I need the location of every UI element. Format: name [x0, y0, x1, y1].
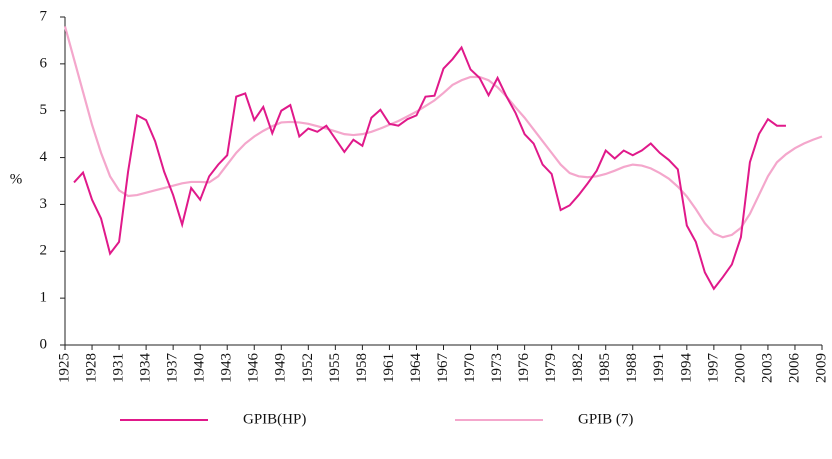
x-tick-label: 1943	[219, 353, 235, 383]
x-tick-label: 1928	[83, 353, 99, 383]
x-tick-label: 1949	[273, 353, 289, 383]
x-tick-label: 1940	[192, 353, 208, 383]
y-tick-label: 4	[40, 149, 48, 165]
legend-label: GPIB (7)	[578, 411, 633, 427]
legend-label: GPIB(HP)	[243, 411, 306, 427]
y-tick-label: 1	[40, 290, 48, 306]
x-tick-label: 1970	[462, 353, 478, 383]
x-tick-label: 1985	[597, 353, 613, 383]
series-line	[63, 26, 823, 239]
x-tick-label: 1976	[516, 353, 532, 384]
x-tick-label: 2009	[813, 353, 829, 383]
x-tick-label: 1973	[489, 353, 505, 383]
x-tick-label: 1961	[381, 353, 397, 383]
y-axis-label: %	[10, 171, 23, 187]
y-tick-label: 0	[40, 336, 48, 352]
x-tick-label: 2000	[732, 353, 748, 383]
y-tick-label: 3	[40, 196, 48, 212]
x-tick-label: 1946	[246, 353, 262, 384]
x-tick-label: 1958	[354, 353, 370, 383]
x-tick-label: 1991	[651, 353, 667, 383]
x-tick-label: 2003	[759, 353, 775, 383]
x-tick-label: 1955	[327, 353, 343, 383]
x-tick-label: 1988	[624, 353, 640, 383]
x-tick-label: 1937	[165, 353, 181, 384]
x-tick-label: 1994	[678, 353, 694, 384]
x-tick-label: 2006	[786, 353, 802, 384]
x-tick-label: 1967	[435, 353, 451, 384]
x-tick-label: 1979	[543, 353, 559, 383]
y-tick-label: 6	[40, 55, 48, 71]
x-tick-label: 1925	[56, 353, 72, 383]
x-tick-label: 1952	[300, 353, 316, 383]
x-tick-label: 1982	[570, 353, 586, 383]
x-tick-label: 1997	[705, 353, 721, 384]
y-tick-label: 5	[40, 102, 48, 118]
y-tick-label: 2	[40, 243, 48, 259]
y-tick-label: 7	[40, 8, 48, 24]
series-line	[73, 45, 786, 291]
x-tick-label: 1931	[111, 353, 127, 383]
x-tick-label: 1964	[408, 353, 424, 384]
x-tick-label: 1934	[138, 353, 154, 384]
